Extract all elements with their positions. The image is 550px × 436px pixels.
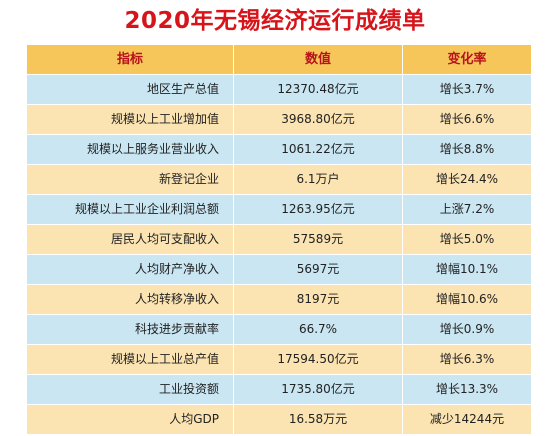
table-row: 地区生产总值 12370.48亿元 增长3.7% bbox=[26, 74, 532, 105]
indicator-cell: 科技进步贡献率 bbox=[26, 314, 234, 345]
change-rate-cell: 增长0.9% bbox=[402, 314, 532, 345]
change-rate-cell: 减少14244元 bbox=[402, 404, 532, 435]
economy-table: 指标 数值 变化率 地区生产总值 12370.48亿元 增长3.7% 规模以上工业增加… bbox=[26, 44, 532, 435]
page-title: 2020年无锡经济运行成绩单 bbox=[124, 8, 426, 34]
indicator-cell: 工业投资额 bbox=[26, 374, 234, 405]
header-change-rate: 变化率 bbox=[402, 44, 532, 75]
value-cell: 16.58万元 bbox=[233, 404, 403, 435]
indicator-cell: 规模以上工业增加值 bbox=[26, 104, 234, 135]
value-cell: 6.1万户 bbox=[233, 164, 403, 195]
value-cell: 66.7% bbox=[233, 314, 403, 345]
value-cell: 8197元 bbox=[233, 284, 403, 315]
change-rate-cell: 增长6.6% bbox=[402, 104, 532, 135]
table-row: 规模以上服务业营业收入 1061.22亿元 增长8.8% bbox=[26, 134, 532, 165]
indicator-cell: 规模以上工业总产值 bbox=[26, 344, 234, 375]
change-rate-cell: 增长8.8% bbox=[402, 134, 532, 165]
table-row: 规模以上工业增加值 3968.80亿元 增长6.6% bbox=[26, 104, 532, 135]
indicator-cell: 人均GDP bbox=[26, 404, 234, 435]
indicator-cell: 人均财产净收入 bbox=[26, 254, 234, 285]
change-rate-cell: 增长13.3% bbox=[402, 374, 532, 405]
value-cell: 5697元 bbox=[233, 254, 403, 285]
value-cell: 57589元 bbox=[233, 224, 403, 255]
change-rate-cell: 增长6.3% bbox=[402, 344, 532, 375]
table-row: 人均GDP 16.58万元 减少14244元 bbox=[26, 404, 532, 435]
value-cell: 1061.22亿元 bbox=[233, 134, 403, 165]
indicator-cell: 人均转移净收入 bbox=[26, 284, 234, 315]
table-row: 科技进步贡献率 66.7% 增长0.9% bbox=[26, 314, 532, 345]
table-row: 人均财产净收入 5697元 增幅10.1% bbox=[26, 254, 532, 285]
table-row: 规模以上工业企业利润总额 1263.95亿元 上涨7.2% bbox=[26, 194, 532, 225]
table-header-row: 指标 数值 变化率 bbox=[26, 44, 532, 75]
table-row: 工业投资额 1735.80亿元 增长13.3% bbox=[26, 374, 532, 405]
table-row: 人均转移净收入 8197元 增幅10.6% bbox=[26, 284, 532, 315]
indicator-cell: 规模以上工业企业利润总额 bbox=[26, 194, 234, 225]
table-row: 居民人均可支配收入 57589元 增长5.0% bbox=[26, 224, 532, 255]
change-rate-cell: 增幅10.1% bbox=[402, 254, 532, 285]
indicator-cell: 规模以上服务业营业收入 bbox=[26, 134, 234, 165]
change-rate-cell: 增长3.7% bbox=[402, 74, 532, 105]
value-cell: 1735.80亿元 bbox=[233, 374, 403, 405]
value-cell: 1263.95亿元 bbox=[233, 194, 403, 225]
header-indicator: 指标 bbox=[26, 44, 234, 75]
change-rate-cell: 增长24.4% bbox=[402, 164, 532, 195]
change-rate-cell: 增长5.0% bbox=[402, 224, 532, 255]
change-rate-cell: 增幅10.6% bbox=[402, 284, 532, 315]
indicator-cell: 地区生产总值 bbox=[26, 74, 234, 105]
indicator-cell: 新登记企业 bbox=[26, 164, 234, 195]
table-body: 地区生产总值 12370.48亿元 增长3.7% 规模以上工业增加值 3968.80亿元… bbox=[26, 74, 532, 435]
value-cell: 12370.48亿元 bbox=[233, 74, 403, 105]
table-row: 规模以上工业总产值 17594.50亿元 增长6.3% bbox=[26, 344, 532, 375]
header-value: 数值 bbox=[233, 44, 403, 75]
table-row: 新登记企业 6.1万户 增长24.4% bbox=[26, 164, 532, 195]
indicator-cell: 居民人均可支配收入 bbox=[26, 224, 234, 255]
change-rate-cell: 上涨7.2% bbox=[402, 194, 532, 225]
value-cell: 3968.80亿元 bbox=[233, 104, 403, 135]
value-cell: 17594.50亿元 bbox=[233, 344, 403, 375]
